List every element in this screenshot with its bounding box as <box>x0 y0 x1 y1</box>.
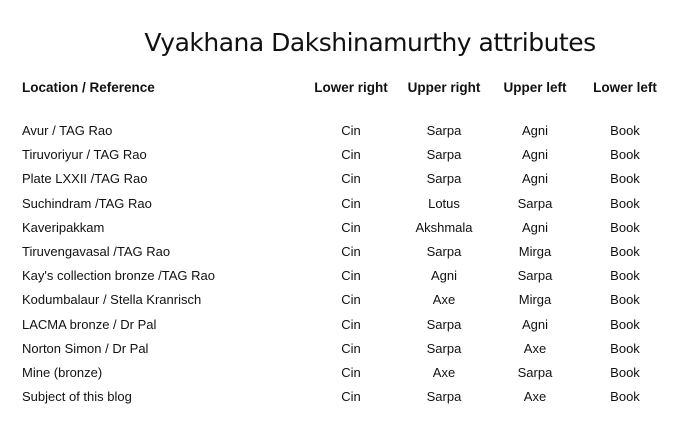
location-cell: Norton Simon / Dr Pal <box>22 340 149 356</box>
lower-left-cell: Book <box>610 316 640 332</box>
lower-left-cell: Book <box>610 219 640 235</box>
table-row: Tiruvengavasal /TAG Rao Cin Sarpa Mirga Book <box>0 244 674 264</box>
lower-right-cell: Cin <box>341 389 361 405</box>
lower-left-cell: Book <box>610 268 640 284</box>
table-row: LACMA bronze / Dr Pal Cin Sarpa Agni Book <box>0 317 674 337</box>
upper-right-cell: Sarpa <box>426 244 462 259</box>
upper-left-cell: Sarpa <box>517 268 553 284</box>
lower-left-cell: Book <box>610 171 640 187</box>
upper-right-cell: Agni <box>430 268 458 284</box>
lower-right-cell: Cin <box>341 171 361 187</box>
location-cell: Kodumbalaur / Stella Kranrisch <box>22 292 202 308</box>
upper-left-cell: Agni <box>521 123 549 138</box>
upper-right-cell: Sarpa <box>426 340 462 356</box>
upper-left-cell: Agni <box>521 147 549 163</box>
lower-left-cell: Book <box>610 340 640 356</box>
lower-left-cell: Book <box>610 195 640 211</box>
location-cell: Tiruvoriyur / TAG Rao <box>22 147 147 163</box>
lower-right-cell: Cin <box>341 365 361 380</box>
upper-right-cell: Axe <box>432 292 456 308</box>
upper-left-cell: Sarpa <box>517 195 553 211</box>
location-cell: Avur / TAG Rao <box>22 123 113 138</box>
table-header-row: Location / Reference Lower right Upper rig… <box>0 80 674 100</box>
table-row: Mine (bronze) Cin Axe Sarpa Book <box>0 365 674 385</box>
upper-right-cell: Akshmala <box>415 219 473 235</box>
location-cell: Mine (bronze) <box>22 365 103 380</box>
table-row: Plate LXXII /TAG Rao Cin Sarpa Agni Book <box>0 171 674 191</box>
table-row: Tiruvoriyur / TAG Rao Cin Sarpa Agni Book <box>0 147 674 167</box>
upper-left-cell: Agni <box>521 171 549 187</box>
lower-right-cell: Cin <box>341 195 361 211</box>
table-row: Kaveripakkam Cin Akshmala Agni Book <box>0 220 674 240</box>
lower-right-cell: Cin <box>341 147 361 163</box>
upper-right-cell: Sarpa <box>426 123 462 138</box>
upper-right-cell: Sarpa <box>426 389 462 405</box>
location-cell: Suchindram /TAG Rao <box>22 195 152 211</box>
table-row: Subject of this blog Cin Sarpa Axe Book <box>0 389 674 409</box>
lower-left-cell: Book <box>610 147 640 163</box>
column-header: Upper left <box>503 80 567 95</box>
upper-right-cell: Sarpa <box>426 171 462 187</box>
table-row: Kodumbalaur / Stella Kranrisch Cin Axe Mirg… <box>0 292 674 312</box>
upper-right-cell: Lotus <box>428 195 460 211</box>
upper-left-cell: Sarpa <box>517 365 553 380</box>
location-cell: Kaveripakkam <box>22 219 105 235</box>
column-header: Lower right <box>314 80 388 95</box>
lower-left-cell: Book <box>610 389 640 405</box>
lower-right-cell: Cin <box>341 244 361 259</box>
table-row: Avur / TAG Rao Cin Sarpa Agni Book <box>0 123 674 143</box>
column-header: Lower left <box>593 80 657 95</box>
upper-left-cell: Axe <box>523 340 547 356</box>
table-row: Norton Simon / Dr Pal Cin Sarpa Axe Book <box>0 341 674 361</box>
upper-left-cell: Axe <box>523 389 547 405</box>
upper-left-cell: Agni <box>521 219 549 235</box>
lower-right-cell: Cin <box>341 340 361 356</box>
upper-right-cell: Sarpa <box>426 147 462 163</box>
lower-left-cell: Book <box>610 244 640 259</box>
location-cell: Kay's collection bronze /TAG Rao <box>22 268 215 284</box>
lower-right-cell: Cin <box>341 316 361 332</box>
lower-right-cell: Cin <box>341 292 361 308</box>
location-cell: Tiruvengavasal /TAG Rao <box>22 244 171 259</box>
upper-right-cell: Sarpa <box>426 316 462 332</box>
location-cell: Plate LXXII /TAG Rao <box>22 171 148 187</box>
upper-left-cell: Mirga <box>518 244 552 259</box>
upper-left-cell: Agni <box>521 316 549 332</box>
lower-left-cell: Book <box>610 292 640 308</box>
column-header: Location / Reference <box>22 80 155 95</box>
lower-right-cell: Cin <box>341 268 361 284</box>
upper-right-cell: Axe <box>432 365 456 380</box>
lower-right-cell: Cin <box>341 219 361 235</box>
table-row: Suchindram /TAG Rao Cin Lotus Sarpa Book <box>0 196 674 216</box>
page-title: Vyakhana Dakshinamurthy attributes <box>144 28 596 57</box>
lower-right-cell: Cin <box>341 123 361 138</box>
lower-left-cell: Book <box>610 123 640 138</box>
lower-left-cell: Book <box>610 365 640 380</box>
upper-left-cell: Mirga <box>518 292 552 308</box>
table-row: Kay's collection bronze /TAG Rao Cin Agni S… <box>0 268 674 288</box>
column-header: Upper right <box>407 80 481 95</box>
location-cell: Subject of this blog <box>22 389 132 405</box>
location-cell: LACMA bronze / Dr Pal <box>22 316 157 332</box>
